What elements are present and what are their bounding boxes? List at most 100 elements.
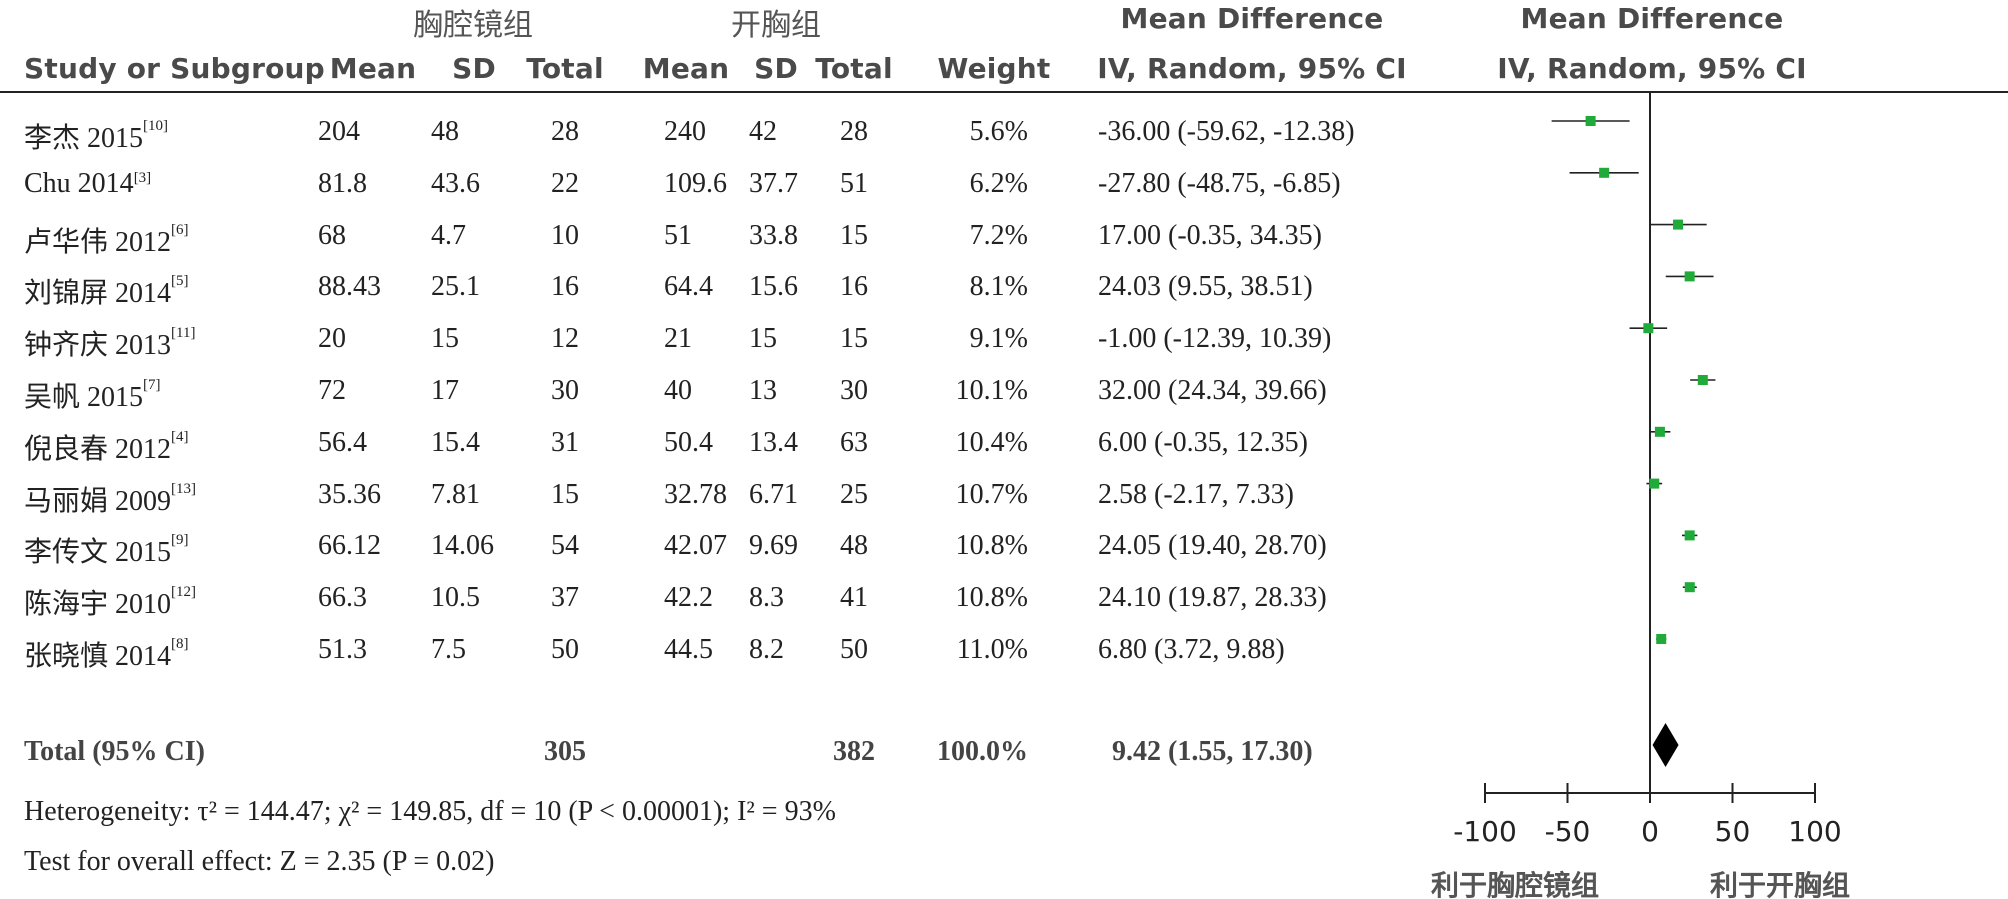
study-reference: [9] xyxy=(171,532,189,549)
experimental-group-header: 胸腔镜组 xyxy=(413,8,533,43)
exp-total-value: 15 xyxy=(551,478,579,510)
exp-mean-value: 56.4 xyxy=(318,426,367,458)
effect-marker xyxy=(1684,530,1695,541)
ci-value: 6.80 (3.72, 9.88) xyxy=(1098,634,1285,665)
study-reference: [6] xyxy=(171,221,189,238)
study-name-text: 刘锦屏 2014 xyxy=(24,278,172,310)
ctl-sd-value: 8.2 xyxy=(749,634,784,665)
ctl-total-value: 51 xyxy=(840,167,868,199)
ctl-total-value: 48 xyxy=(840,530,868,562)
exp-total-value: 16 xyxy=(551,271,579,303)
effect-marker xyxy=(1654,426,1665,437)
ctl-total-value: 30 xyxy=(840,375,868,406)
study-name-text: 卢华伟 2012 xyxy=(24,226,172,258)
ctl-sd-value: 37.7 xyxy=(749,167,798,199)
ci-value: -27.80 (-48.75, -6.85) xyxy=(1098,167,1341,199)
total-exp-n: 305 xyxy=(544,736,586,767)
study-name: 吴帆 2015[7] xyxy=(24,375,161,415)
ctl-sd-value: 13.4 xyxy=(749,426,798,458)
favours-left-label: 利于胸腔镜组 xyxy=(1431,869,1599,899)
effect-marker xyxy=(1697,375,1708,385)
effect-marker xyxy=(1649,478,1660,489)
ctl-mean-value: 21 xyxy=(664,323,692,355)
weight-value: 9.1% xyxy=(969,323,1028,355)
exp-sd-value: 25.1 xyxy=(431,271,480,303)
ctl-mean-value: 240 xyxy=(664,116,706,147)
total-ctl-n: 382 xyxy=(833,736,875,767)
total-weight: 100.0% xyxy=(937,736,1028,767)
study-name: 钟齐庆 2013[11] xyxy=(24,323,195,363)
study-name-text: 吴帆 2015 xyxy=(24,382,144,413)
exp-total-value: 22 xyxy=(551,167,579,199)
effect-marker xyxy=(1643,323,1654,334)
header-rule xyxy=(0,91,2008,93)
weight-value: 6.2% xyxy=(969,167,1028,199)
ctl-sd-value: 6.71 xyxy=(749,478,798,510)
exp-mean-value: 81.8 xyxy=(318,167,367,199)
ctl-total-value: 28 xyxy=(840,116,868,147)
exp-total-value: 37 xyxy=(551,582,579,614)
exp-mean-value: 204 xyxy=(318,116,360,147)
weight-value: 10.1% xyxy=(955,375,1028,406)
ci-value: 24.05 (19.40, 28.70) xyxy=(1098,530,1327,562)
ctl-mean-value: 109.6 xyxy=(664,167,727,199)
effect-marker xyxy=(1684,582,1695,593)
study-reference: [4] xyxy=(171,428,189,445)
study-name: 李传文 2015[9] xyxy=(24,530,189,570)
exp-sd-value: 7.5 xyxy=(431,634,466,665)
ctl-total-value: 15 xyxy=(840,219,868,251)
study-name: 张晓慎 2014[8] xyxy=(24,634,189,674)
ctl-mean-value: 40 xyxy=(664,375,692,406)
exp-mean-value: 35.36 xyxy=(318,478,381,510)
effect-marker xyxy=(1585,116,1596,126)
ctl-sd-value: 13 xyxy=(749,375,777,406)
ctl-mean-value: 51 xyxy=(664,219,692,251)
effect-marker xyxy=(1684,271,1695,282)
md-column-title: Mean Difference xyxy=(1120,2,1384,35)
exp-total-value: 54 xyxy=(551,530,579,562)
study-name-text: 陈海宇 2010 xyxy=(24,589,172,621)
exp-sd-value: 7.81 xyxy=(431,478,480,510)
ci-value: -36.00 (-59.62, -12.38) xyxy=(1098,116,1355,147)
study-name: 卢华伟 2012[6] xyxy=(24,220,189,260)
weight-value: 7.2% xyxy=(969,219,1028,251)
exp-total-value: 28 xyxy=(551,116,579,147)
ci-value: 17.00 (-0.35, 34.35) xyxy=(1098,219,1322,251)
total-ci: 9.42 (1.55, 17.30) xyxy=(1112,736,1313,767)
study-name-text: 张晓慎 2014 xyxy=(24,641,172,672)
exp-sd-value: 48 xyxy=(431,116,459,147)
exp-mean-value: 66.12 xyxy=(318,530,381,562)
study-name: 倪良春 2012[4] xyxy=(24,427,189,467)
exp-sd-value: 15 xyxy=(431,323,459,355)
exp-sd-header: SD xyxy=(452,52,496,85)
ctl-sd-header: SD xyxy=(754,52,798,85)
exp-total-value: 31 xyxy=(551,426,579,458)
weight-value: 10.8% xyxy=(955,530,1028,562)
ctl-sd-value: 33.8 xyxy=(749,219,798,251)
ci-value: 6.00 (-0.35, 12.35) xyxy=(1098,426,1308,458)
ctl-mean-value: 42.2 xyxy=(664,582,713,614)
study-reference: [8] xyxy=(171,636,189,652)
md-plot-title: Mean Difference xyxy=(1520,2,1784,35)
study-reference: [10] xyxy=(143,118,169,134)
ci-value: -1.00 (-12.39, 10.39) xyxy=(1098,323,1332,355)
exp-sd-value: 14.06 xyxy=(431,530,494,562)
exp-sd-value: 15.4 xyxy=(431,426,480,458)
exp-mean-value: 88.43 xyxy=(318,271,381,303)
ctl-mean-value: 50.4 xyxy=(664,426,713,458)
x-tick-label: -100 xyxy=(1453,815,1517,848)
ctl-sd-value: 15.6 xyxy=(749,271,798,303)
weight-value: 8.1% xyxy=(969,271,1028,303)
heterogeneity-text: Heterogeneity: τ² = 144.47; χ² = 149.85,… xyxy=(24,796,836,827)
exp-mean-value: 20 xyxy=(318,323,346,355)
control-group-header: 开胸组 xyxy=(731,8,821,43)
study-name: 李杰 2015[10] xyxy=(24,116,168,156)
study-reference: [13] xyxy=(171,480,197,497)
exp-mean-value: 51.3 xyxy=(318,634,367,665)
study-column-header: Study or Subgroup xyxy=(24,52,325,85)
ctl-total-value: 63 xyxy=(840,426,868,458)
exp-total-value: 10 xyxy=(551,219,579,251)
study-reference: [12] xyxy=(171,584,197,601)
